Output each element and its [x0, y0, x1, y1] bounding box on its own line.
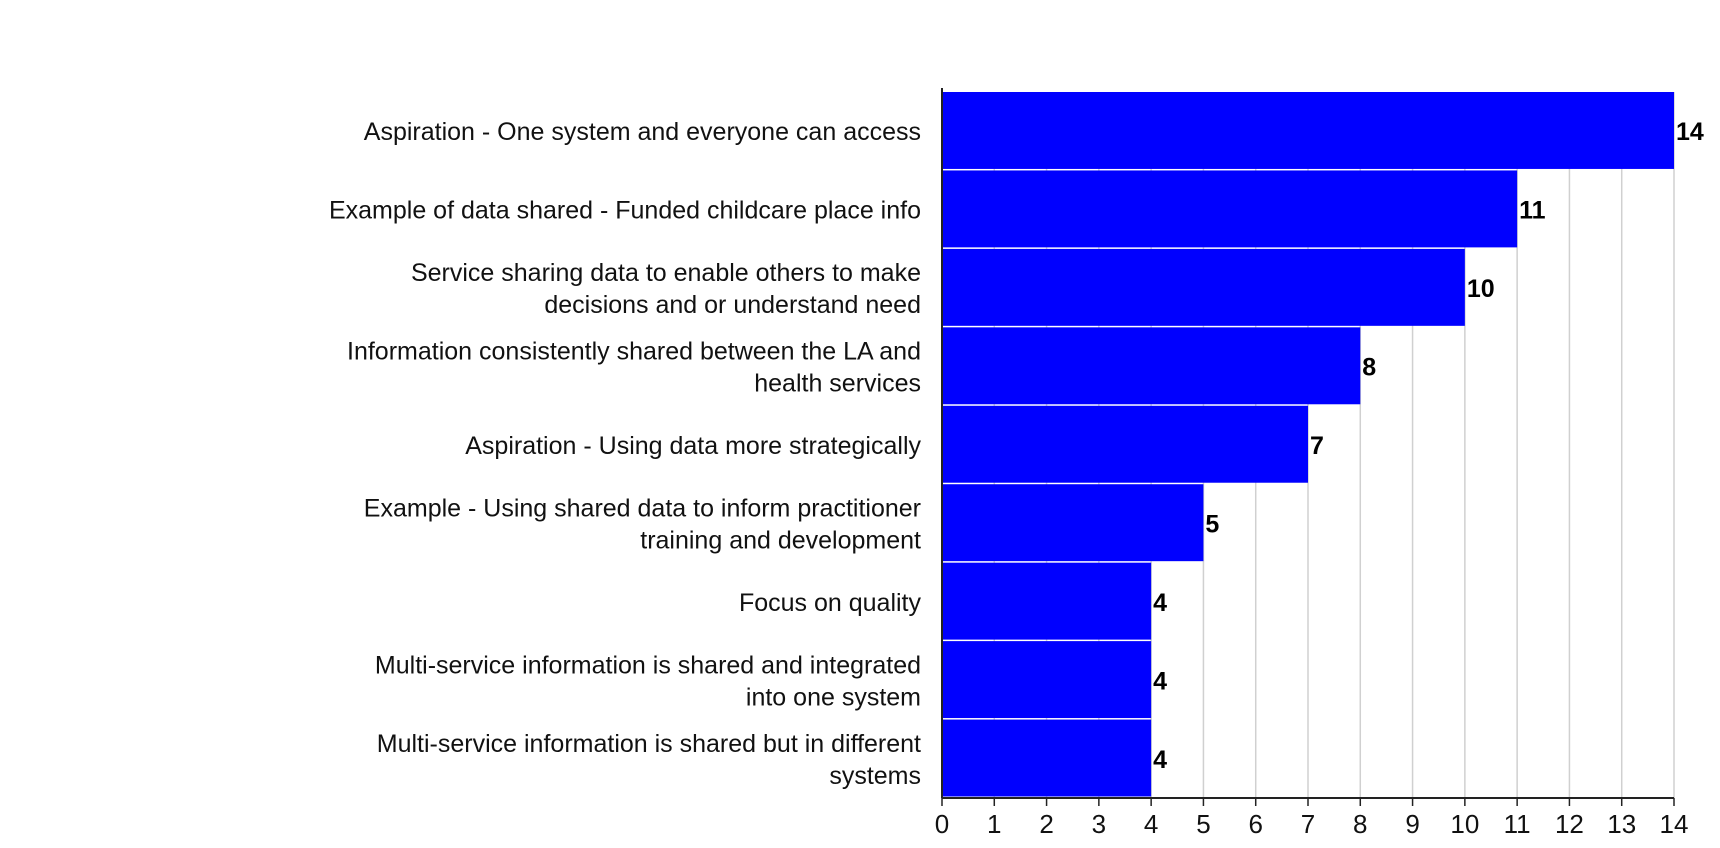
x-tick-label: 7 [1301, 809, 1315, 839]
category-label: Multi-service information is shared but … [377, 730, 921, 790]
category-label: Multi-service information is shared and … [375, 651, 921, 711]
x-tick-label: 0 [935, 809, 949, 839]
bar-value-label: 8 [1362, 354, 1376, 382]
bar [942, 562, 1152, 640]
x-tick-label: 4 [1144, 809, 1158, 839]
bar-value-label: 10 [1467, 275, 1495, 303]
axes [941, 88, 1675, 806]
x-tick-label: 11 [1504, 809, 1531, 839]
category-label: Aspiration - Using data more strategical… [465, 432, 921, 460]
x-tick-label: 8 [1353, 809, 1367, 839]
bar [942, 405, 1308, 483]
bar [942, 248, 1465, 326]
bars [942, 92, 1674, 797]
bar-value-label: 11 [1519, 197, 1546, 225]
x-tick-label: 6 [1248, 809, 1262, 839]
bar-value-label: 4 [1153, 746, 1167, 774]
x-tick-label: 3 [1092, 809, 1106, 839]
bar [942, 92, 1674, 169]
bar-value-label: 7 [1310, 432, 1324, 460]
category-label: Information consistently shared between … [347, 338, 921, 398]
x-tick-label: 12 [1555, 809, 1584, 839]
x-tick-label: 1 [987, 809, 1001, 839]
bar-value-label: 14 [1676, 118, 1704, 146]
bar-value-label: 4 [1153, 589, 1167, 617]
bar [942, 170, 1518, 248]
category-label: Aspiration - One system and everyone can… [364, 118, 921, 146]
x-tick-label: 5 [1196, 809, 1210, 839]
x-tick-label: 9 [1405, 809, 1419, 839]
category-label: Service sharing data to enable others to… [411, 259, 921, 319]
x-tick-label: 13 [1607, 809, 1636, 839]
category-label: Example of data shared - Funded childcar… [329, 197, 921, 225]
x-tick-label: 14 [1660, 809, 1689, 839]
bar [942, 484, 1204, 562]
x-tick-label: 10 [1450, 809, 1479, 839]
bar-value-label: 4 [1153, 667, 1167, 695]
bar-value-label: 5 [1205, 510, 1219, 538]
category-label: Example - Using shared data to inform pr… [364, 494, 921, 554]
x-tick-label: 2 [1039, 809, 1053, 839]
bar [942, 327, 1361, 405]
category-label: Focus on quality [739, 589, 922, 617]
bar [942, 641, 1152, 719]
bar [942, 719, 1152, 797]
